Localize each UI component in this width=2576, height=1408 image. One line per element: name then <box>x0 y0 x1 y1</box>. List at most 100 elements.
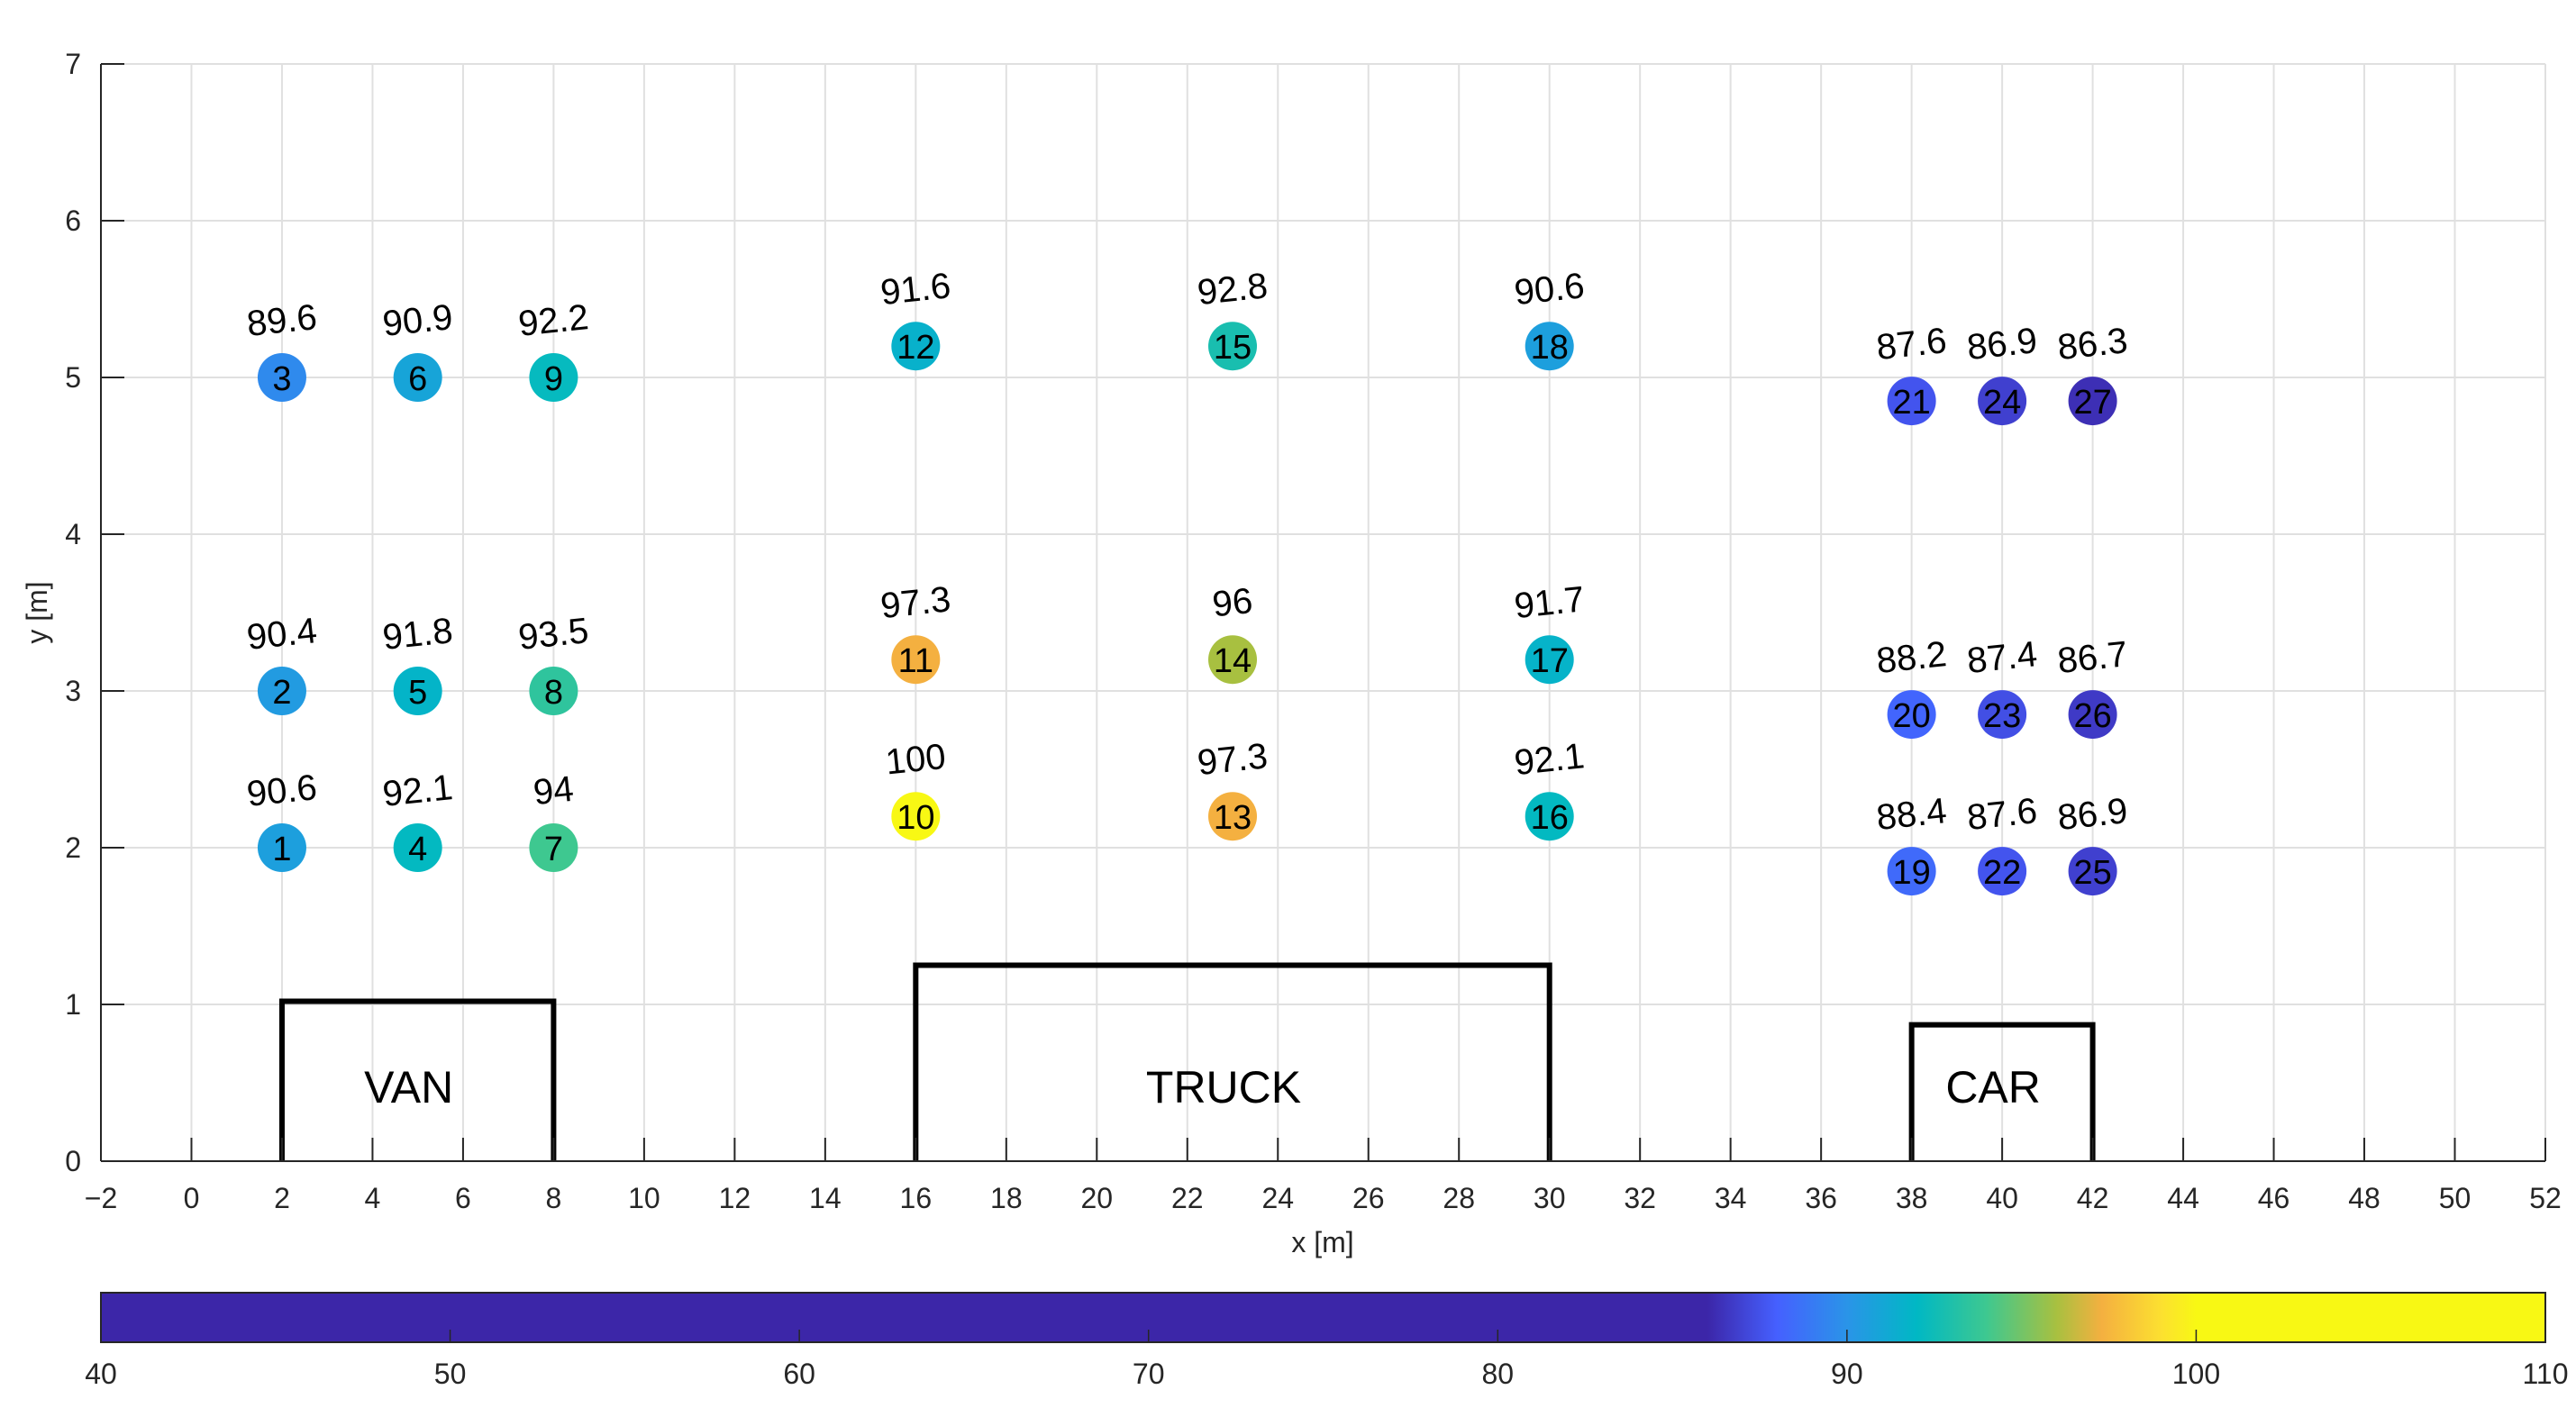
colorbar-gradient <box>100 1292 2546 1343</box>
x-tick-label: 50 <box>2439 1182 2471 1214</box>
point-value-label: 92.8 <box>1196 266 1270 313</box>
point-id-label: 2 <box>272 674 291 712</box>
point-id-label: 16 <box>1531 799 1569 837</box>
x-tick-label: 46 <box>2258 1182 2290 1214</box>
point-id-label: 13 <box>1214 799 1252 837</box>
point-value-label: 91.7 <box>1513 579 1587 626</box>
data-point-marker <box>1525 635 1574 685</box>
data-point-marker <box>891 635 941 685</box>
x-tick-label: 0 <box>184 1182 200 1214</box>
colorbar-tick-label: 40 <box>85 1358 117 1390</box>
data-point-marker <box>2068 377 2117 426</box>
x-tick-label: 2 <box>274 1182 290 1214</box>
x-tick-label: 38 <box>1896 1182 1928 1214</box>
data-point-marker <box>1887 377 1936 426</box>
point-id-label: 4 <box>408 831 427 868</box>
point-value-label: 96 <box>1210 581 1254 624</box>
data-point-marker <box>529 667 578 715</box>
data-point-marker <box>1978 377 2027 426</box>
data-point-marker <box>393 823 442 872</box>
colorbar-tick-label: 60 <box>783 1358 815 1390</box>
point-id-label: 14 <box>1214 642 1252 680</box>
point-id-label: 3 <box>272 360 291 398</box>
x-tick-label: 14 <box>809 1182 842 1214</box>
x-tick-label: 32 <box>1624 1182 1656 1214</box>
vehicle-label: CAR <box>1945 1062 2041 1113</box>
point-id-label: 10 <box>897 799 934 837</box>
data-point-marker <box>2068 690 2117 740</box>
colorbar-tick-label: 90 <box>1831 1358 1863 1390</box>
point-value-label: 87.4 <box>1965 634 2039 681</box>
y-tick-label: 4 <box>65 518 81 550</box>
point-id-label: 21 <box>1892 384 1930 422</box>
vehicle-outline-car <box>1908 1022 2096 1161</box>
point-id-label: 7 <box>544 831 563 868</box>
point-value-label: 91.8 <box>381 611 455 658</box>
data-point-marker <box>891 322 941 371</box>
point-value-label: 87.6 <box>1965 791 2039 838</box>
data-point-marker <box>1887 847 1936 896</box>
colorbar-tick-label: 50 <box>434 1358 467 1390</box>
x-tick-label: 44 <box>2167 1182 2199 1214</box>
point-value-label: 92.1 <box>381 768 455 814</box>
point-value-label: 100 <box>884 737 948 783</box>
point-id-label: 11 <box>898 642 933 680</box>
x-tick-label: 36 <box>1805 1182 1837 1214</box>
vehicle-outline-truck <box>913 962 1552 1161</box>
point-value-label: 86.9 <box>2055 791 2129 838</box>
x-tick-label: 12 <box>719 1182 751 1214</box>
y-axis-label: y [m] <box>21 581 53 643</box>
point-id-label: 12 <box>897 329 934 367</box>
point-id-label: 27 <box>2073 384 2111 422</box>
x-tick-label: 52 <box>2529 1182 2562 1214</box>
x-tick-label: 26 <box>1352 1182 1385 1214</box>
y-tick-label: 1 <box>65 988 81 1021</box>
y-tick-label: 2 <box>65 831 81 864</box>
y-tick-label: 3 <box>65 675 81 707</box>
data-point-marker <box>1978 847 2027 896</box>
data-point-marker <box>393 353 442 402</box>
x-tick-label: 4 <box>365 1182 381 1214</box>
point-id-label: 20 <box>1892 697 1930 735</box>
data-point-marker <box>393 667 442 715</box>
x-tick-label: 28 <box>1443 1182 1475 1214</box>
data-point-marker <box>529 823 578 872</box>
point-id-label: 25 <box>2073 854 2111 892</box>
point-id-label: 6 <box>408 360 427 398</box>
point-value-label: 97.3 <box>1196 736 1270 783</box>
data-point-marker <box>1525 792 1574 841</box>
data-point-marker <box>1525 322 1574 371</box>
colorbar: 40 50 60 70 80 90 100 110 <box>85 1292 2569 1390</box>
point-value-label: 97.3 <box>878 579 952 626</box>
point-value-label: 86.3 <box>2055 321 2129 368</box>
point-value-label: 90.6 <box>245 768 319 814</box>
point-id-label: 5 <box>408 674 427 712</box>
point-id-label: 8 <box>544 674 563 712</box>
y-tick-label: 0 <box>65 1145 81 1177</box>
data-point-marker <box>529 353 578 402</box>
x-tick-label: 8 <box>546 1182 562 1214</box>
y-tick-label: 6 <box>65 204 81 237</box>
point-value-label: 86.7 <box>2055 634 2129 681</box>
point-value-label: 94 <box>532 769 576 813</box>
point-id-label: 23 <box>1983 697 2021 735</box>
point-id-label: 1 <box>272 831 291 868</box>
data-point-marker <box>1208 792 1258 841</box>
point-value-label: 89.6 <box>245 297 319 344</box>
x-tick-label: 18 <box>990 1182 1023 1214</box>
point-id-label: 26 <box>2073 697 2111 735</box>
vehicle-label: VAN <box>364 1062 453 1113</box>
x-tick-label: 24 <box>1261 1182 1294 1214</box>
x-tick-label: 20 <box>1080 1182 1113 1214</box>
axes: −2 0 2 4 6 8 10 12 14 16 18 20 22 24 26 28 30 32 34 36 38 40 4… <box>65 48 2562 1214</box>
point-value-label: 87.6 <box>1875 321 1949 368</box>
data-point-marker <box>257 823 306 872</box>
data-point-marker <box>891 792 941 841</box>
point-value-label: 91.6 <box>878 266 952 313</box>
point-id-label: 19 <box>1892 854 1930 892</box>
point-value-label: 86.9 <box>1965 321 2039 368</box>
vehicle-outline-van <box>278 998 557 1161</box>
point-id-label: 24 <box>1983 384 2021 422</box>
data-point-marker <box>257 353 306 402</box>
